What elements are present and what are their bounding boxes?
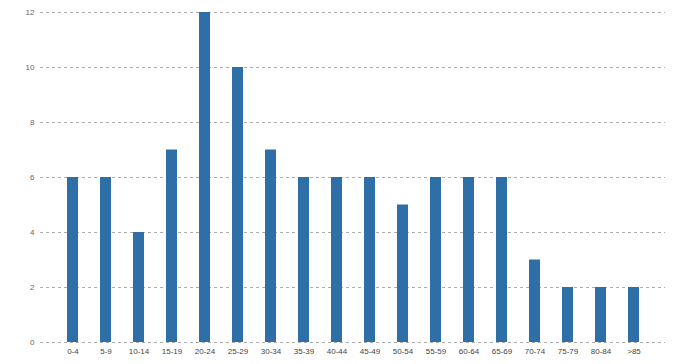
svg-text:30-34: 30-34 [261, 347, 282, 356]
svg-text:35-39: 35-39 [294, 347, 315, 356]
svg-text:10-14: 10-14 [129, 347, 150, 356]
svg-text:5-9: 5-9 [100, 347, 112, 356]
svg-text:25-29: 25-29 [228, 347, 249, 356]
svg-text:12: 12 [26, 8, 35, 17]
svg-text:4: 4 [30, 228, 35, 237]
svg-text:20-24: 20-24 [195, 347, 216, 356]
svg-text:0-4: 0-4 [67, 347, 79, 356]
svg-text:45-49: 45-49 [360, 347, 381, 356]
svg-text:0: 0 [30, 338, 35, 347]
svg-text:70-74: 70-74 [525, 347, 546, 356]
svg-text:40-44: 40-44 [327, 347, 348, 356]
svg-text:6: 6 [30, 173, 35, 182]
svg-text:50-54: 50-54 [393, 347, 414, 356]
svg-text:8: 8 [30, 118, 35, 127]
svg-text:80-84: 80-84 [591, 347, 612, 356]
svg-text:60-64: 60-64 [459, 347, 480, 356]
svg-text:2: 2 [30, 283, 35, 292]
svg-text:>85: >85 [627, 347, 641, 356]
svg-text:15-19: 15-19 [162, 347, 183, 356]
svg-text:75-79: 75-79 [558, 347, 579, 356]
svg-text:55-59: 55-59 [426, 347, 447, 356]
svg-text:65-69: 65-69 [492, 347, 513, 356]
svg-text:10: 10 [26, 63, 35, 72]
